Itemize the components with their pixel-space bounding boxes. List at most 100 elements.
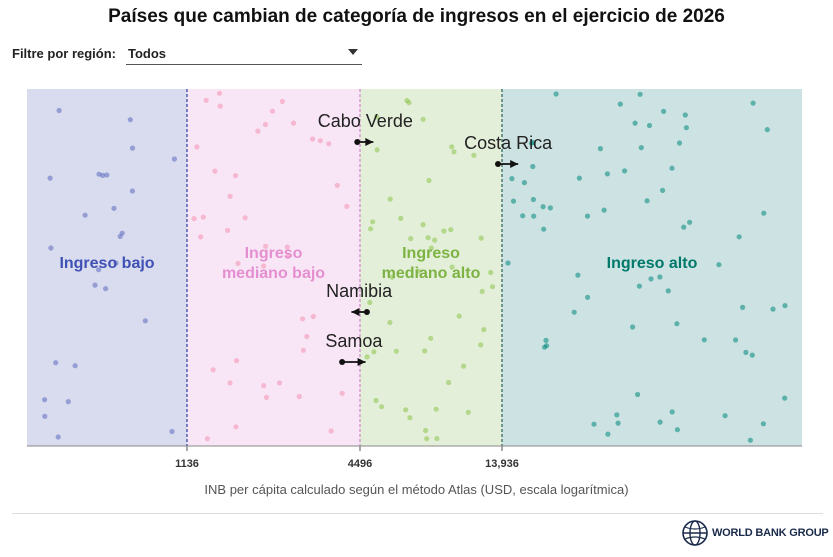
country-point: [225, 227, 231, 233]
country-point: [648, 276, 654, 282]
country-point: [750, 100, 756, 106]
country-point: [576, 175, 583, 181]
country-point: [687, 219, 693, 225]
country-point: [368, 226, 374, 232]
mover-label: Cabo Verde: [318, 111, 413, 131]
country-point: [657, 274, 663, 280]
country-point: [601, 207, 607, 213]
region-filter-label: Filtre por región:: [12, 46, 116, 61]
country-point: [379, 404, 385, 410]
country-point: [304, 333, 310, 340]
country-point: [194, 144, 200, 150]
country-point: [370, 219, 376, 225]
globe-icon: [682, 520, 708, 546]
mover-label: Samoa: [325, 331, 383, 351]
country-point: [630, 324, 636, 330]
country-point: [540, 204, 546, 210]
country-point: [614, 412, 620, 418]
country-point: [200, 214, 206, 220]
country-point: [674, 427, 681, 433]
country-point: [198, 234, 204, 240]
country-point: [371, 349, 377, 355]
region-select[interactable]: Todos: [126, 42, 362, 65]
country-point: [521, 180, 528, 186]
country-point: [290, 120, 297, 126]
country-point: [764, 127, 770, 133]
mover-arrowhead: [357, 358, 366, 366]
country-point: [119, 230, 125, 236]
country-point: [216, 90, 223, 96]
country-point: [434, 435, 440, 442]
category-label: Ingreso alto: [607, 255, 698, 272]
country-point: [393, 348, 399, 354]
mover-label: Costa Rica: [464, 133, 553, 153]
country-point: [733, 337, 739, 343]
country-point: [191, 216, 197, 222]
country-point: [42, 413, 48, 419]
country-point: [665, 288, 671, 294]
country-point: [339, 390, 345, 396]
country-point: [446, 379, 452, 386]
country-point: [367, 299, 373, 306]
mover-origin-point: [495, 161, 502, 167]
country-point: [456, 313, 462, 319]
country-point: [478, 342, 484, 348]
country-point: [424, 436, 430, 442]
country-point: [465, 409, 471, 415]
country-point: [681, 224, 687, 230]
footer-divider: [12, 513, 823, 514]
country-point: [674, 321, 680, 327]
country-point: [261, 263, 267, 269]
country-point: [520, 213, 526, 219]
chart-title: Países que cambian de categoría de ingre…: [108, 6, 725, 27]
country-point: [597, 146, 604, 152]
country-point: [373, 397, 379, 404]
country-point: [296, 393, 302, 400]
country-point: [326, 141, 332, 147]
country-point: [420, 116, 426, 122]
country-point: [317, 138, 323, 144]
country-point: [722, 413, 728, 419]
country-point: [605, 431, 611, 437]
country-point: [585, 294, 591, 300]
country-point: [210, 367, 216, 373]
category-label: Ingreso mediano bajo: [222, 245, 325, 282]
country-point: [233, 424, 239, 430]
country-point: [657, 419, 663, 425]
world-bank-logo: WORLD BANK GROUP: [682, 520, 829, 546]
country-point: [72, 363, 78, 369]
country-point: [104, 172, 110, 178]
country-point: [632, 120, 638, 126]
region-filter: Filtre por región: Todos: [12, 42, 362, 65]
country-point: [276, 380, 283, 386]
country-point: [127, 117, 133, 123]
country-point: [471, 152, 477, 158]
mover-origin-point: [363, 309, 370, 315]
country-point: [676, 140, 683, 146]
country-point: [204, 436, 210, 442]
country-point: [669, 165, 675, 171]
country-point: [232, 173, 239, 179]
country-point: [449, 264, 455, 270]
region-select-value: Todos: [128, 45, 167, 61]
country-point: [261, 383, 267, 389]
country-point: [451, 149, 457, 155]
income-chart: 1136 4496 13,936 Ingreso bajo Ingreso mediano…: [27, 89, 802, 497]
country-point: [740, 304, 746, 310]
country-point: [701, 337, 707, 343]
country-point: [407, 415, 413, 421]
country-point: [242, 215, 248, 221]
country-point: [227, 193, 233, 199]
band-low: [27, 89, 187, 446]
country-point: [584, 213, 591, 219]
country-point: [489, 284, 496, 290]
country-point: [544, 343, 550, 349]
country-point: [530, 196, 537, 203]
country-point: [622, 168, 628, 174]
country-point: [364, 354, 370, 360]
country-point: [669, 409, 675, 415]
country-point: [682, 112, 688, 118]
country-point: [263, 243, 269, 249]
country-point: [660, 187, 666, 193]
country-point: [770, 306, 776, 312]
